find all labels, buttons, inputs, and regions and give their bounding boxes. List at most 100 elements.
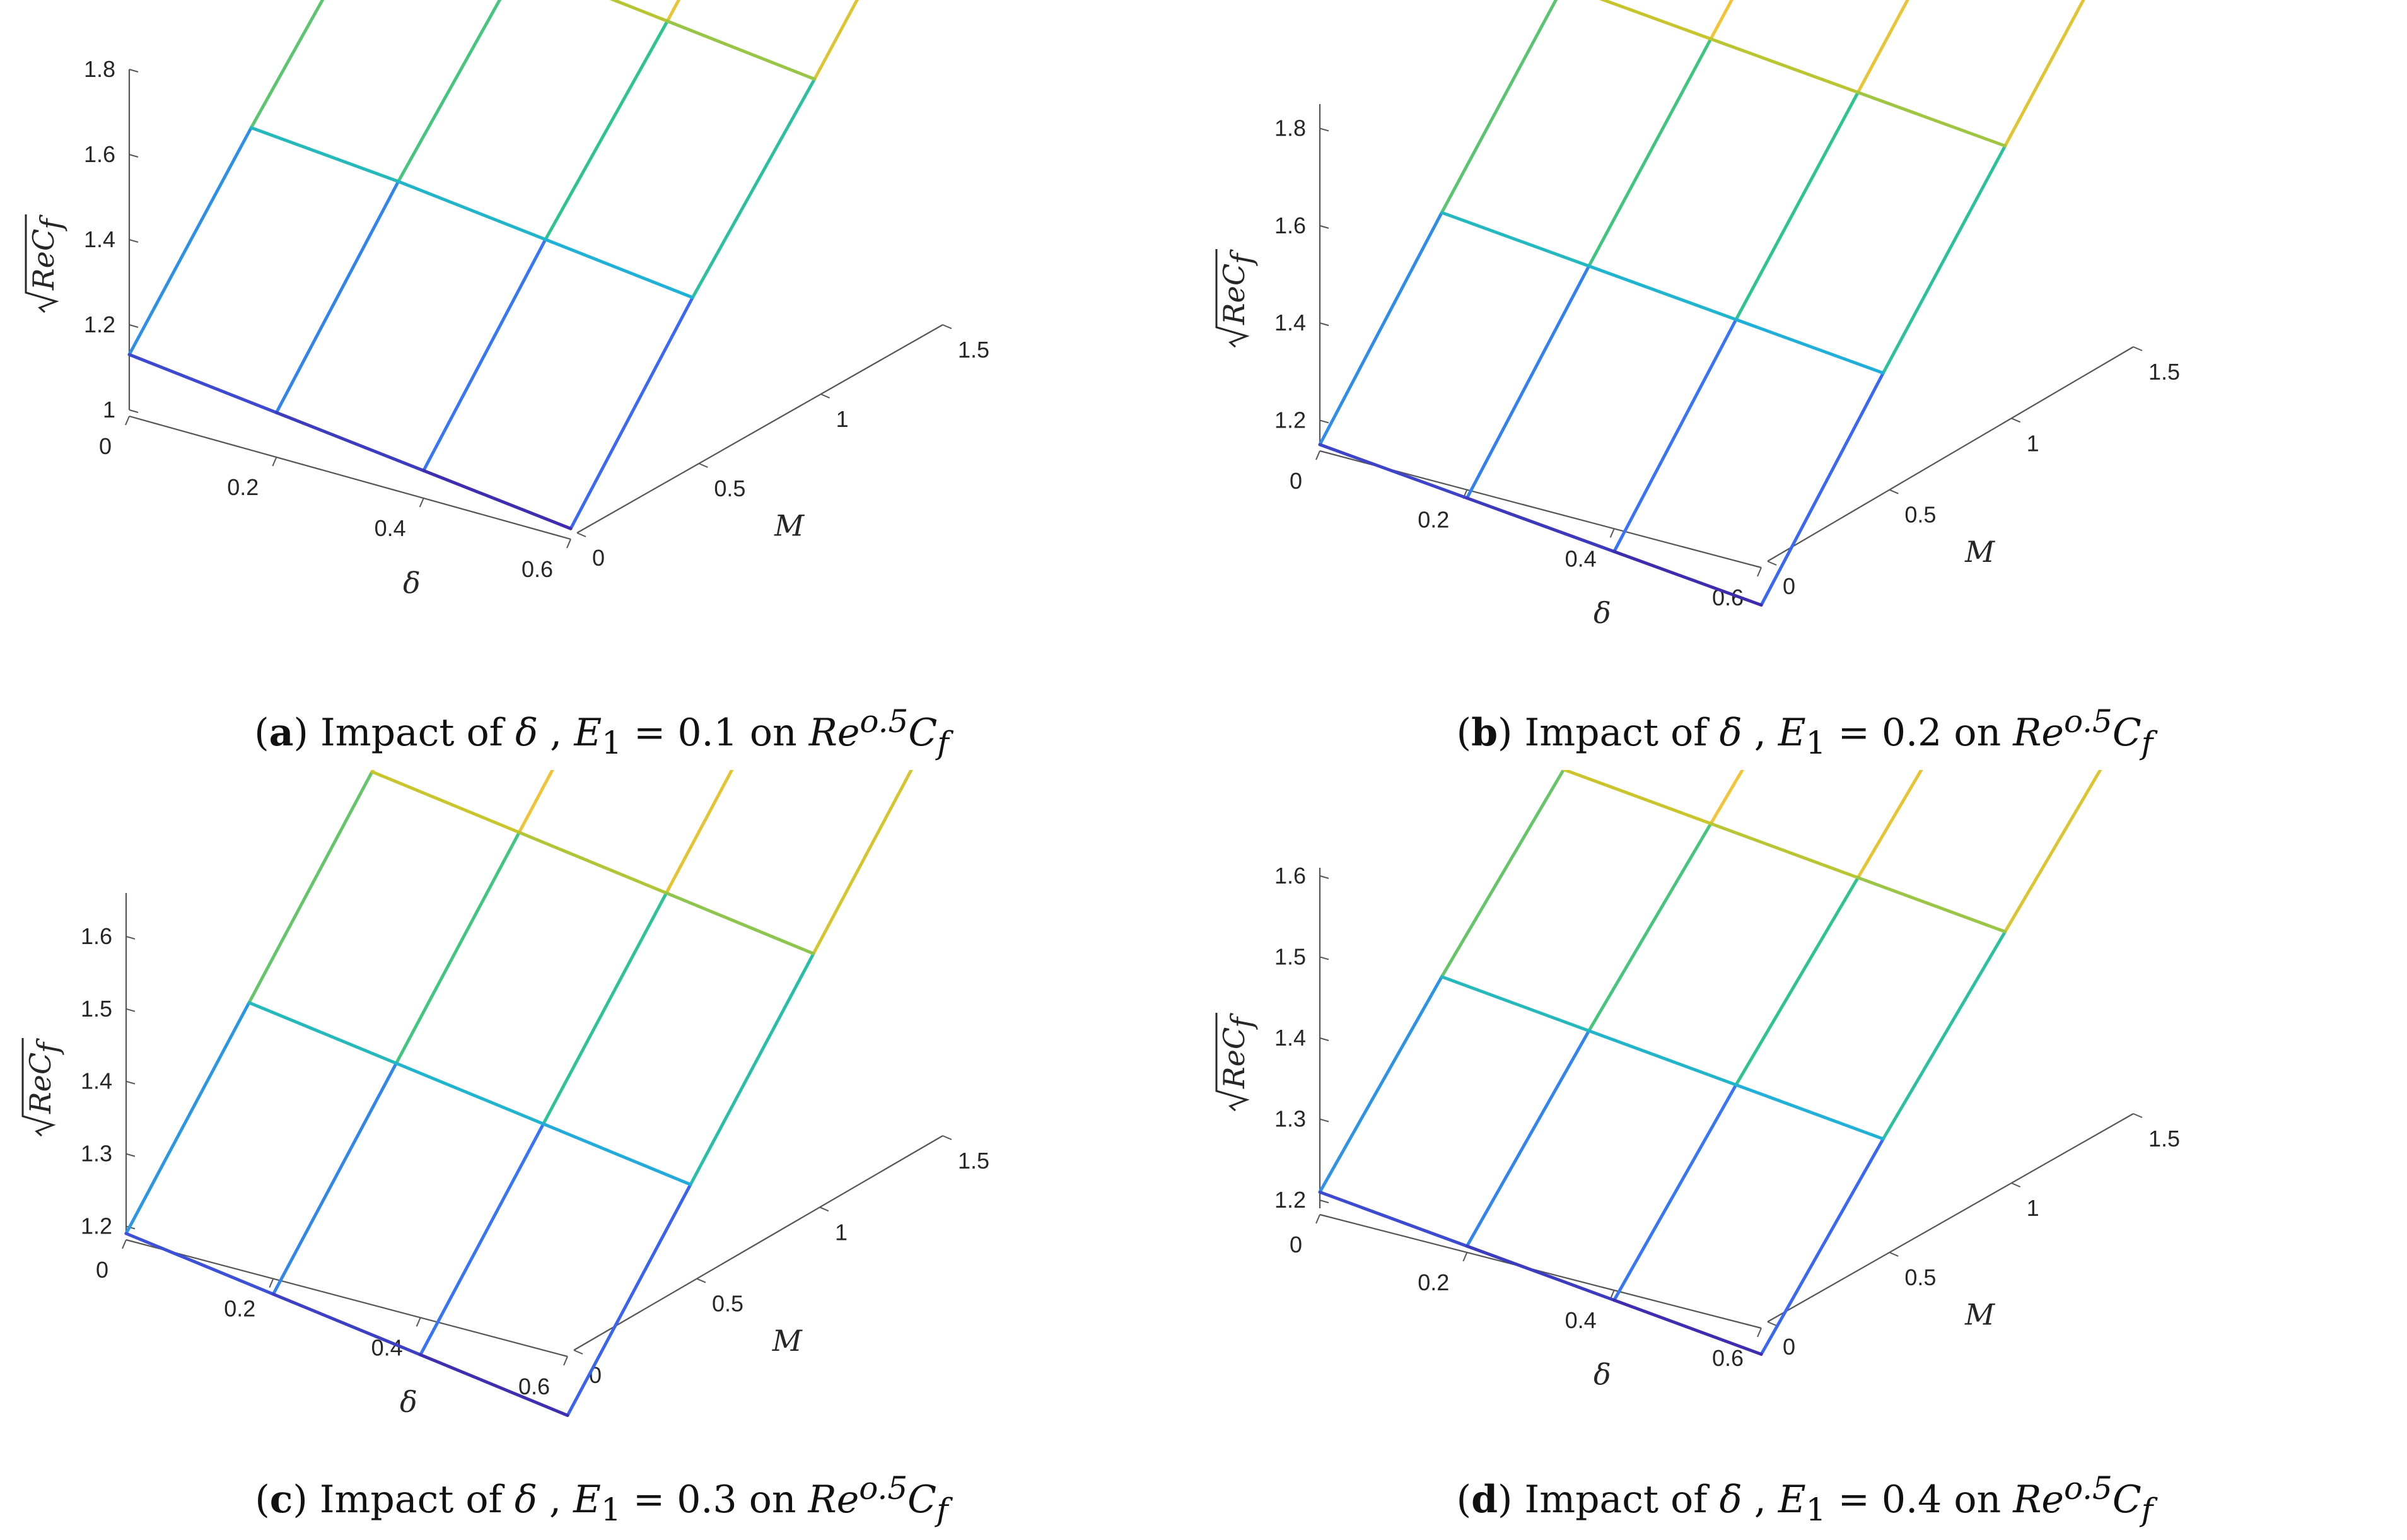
surface-mesh-line (2003, 0, 2085, 148)
m-tick-mark (2011, 1182, 2021, 1187)
surface-mesh-line (1709, 37, 1860, 95)
surface-mesh-line (247, 1001, 398, 1065)
m-tick-mark (573, 1350, 583, 1355)
surface-mesh-line (274, 411, 426, 472)
sqrt-icon (25, 214, 59, 313)
m-tick-label: 0.5 (712, 1291, 743, 1317)
surface-mesh-line (1734, 1083, 1885, 1141)
m-tick-label: 1.5 (2148, 359, 2180, 385)
surface-mesh-line (665, 891, 815, 955)
delta-tick-mark (1757, 567, 1762, 577)
surface-mesh-line (1599, 0, 1713, 41)
surface-mesh-line (542, 1122, 692, 1186)
surface-mesh-line (542, 891, 668, 1126)
z-label-sub: f (31, 1038, 65, 1055)
z-tick-label: 1.2 (1274, 407, 1306, 433)
surface-mesh-line (691, 78, 817, 300)
z-tick-mark (1319, 1118, 1329, 1123)
m-axis-label: M (772, 1324, 803, 1358)
surface-mesh-line (1734, 876, 1860, 1087)
surface-mesh-line (1734, 91, 1860, 322)
m-tick-mark (576, 532, 586, 537)
surface-mesh-line (544, 20, 669, 242)
surface-mesh-line (127, 126, 253, 356)
m-tick-mark (1767, 1321, 1777, 1326)
z-tick-mark (1319, 322, 1329, 327)
sqrt-icon (1215, 1013, 1250, 1112)
z-tick-label: 1.2 (81, 1213, 112, 1239)
surface-mesh-line (422, 238, 547, 472)
delta-tick-mark (122, 1239, 127, 1249)
m-axis-line (1767, 1113, 2134, 1322)
z-label-tail: C (1217, 1027, 1251, 1049)
m-axis-label: M (1964, 535, 1996, 569)
surface-mesh-line (1440, 211, 1591, 268)
z-tick-mark (1319, 127, 1329, 132)
z-label-sqrt-text: Re (1217, 1049, 1251, 1089)
m-axis-line (573, 1135, 943, 1351)
m-tick-mark (942, 324, 952, 329)
z-tick-label: 1.6 (84, 141, 115, 167)
surface-mesh-line (1856, 91, 2007, 148)
surface-mesh-line (1709, 0, 1734, 41)
m-tick-mark (696, 1278, 706, 1283)
z-tick-mark (125, 1008, 136, 1012)
m-tick-label: 1.5 (2148, 1126, 2180, 1152)
delta-axis-line (129, 415, 571, 540)
delta-tick-label: 0.6 (1712, 1345, 1744, 1371)
surface-mesh-line (247, 770, 374, 1005)
surface-mesh-line (517, 831, 668, 895)
delta-tick-mark (272, 457, 277, 467)
z-tick-label: 1.6 (81, 923, 112, 949)
z-tick-mark (125, 935, 136, 940)
surface-mesh-line (249, 126, 400, 184)
surface-mesh-line (1440, 770, 1566, 979)
surface-mesh-line (1612, 1083, 1738, 1302)
surface-mesh-line (812, 770, 913, 955)
surface-mesh-line (1759, 1137, 1885, 1356)
m-tick-label: 1 (2027, 430, 2039, 456)
delta-tick-mark (269, 1278, 274, 1288)
z-tick-mark (1319, 956, 1329, 960)
z-label-sqrt-text: Re (26, 251, 61, 291)
m-tick-label: 0.5 (1904, 1264, 1936, 1290)
z-tick-label: 1.5 (1274, 943, 1306, 969)
surface-mesh-line (1856, 0, 1909, 95)
delta-axis-label: δ (403, 566, 421, 600)
surface-mesh-line (544, 238, 694, 300)
z-tick-mark (125, 1153, 136, 1157)
z-tick-label: 1.2 (1274, 1187, 1306, 1213)
z-tick-mark (129, 154, 139, 158)
m-axis-label: M (774, 509, 805, 543)
surface-mesh-line (517, 770, 554, 834)
m-tick-mark (1889, 1252, 1899, 1257)
z-label-tail: C (1217, 264, 1251, 286)
delta-tick-mark (1462, 1252, 1468, 1262)
delta-tick-label: 0.6 (518, 1374, 550, 1399)
delta-tick-label: 0.4 (371, 1334, 403, 1360)
surface-mesh-line (370, 770, 521, 834)
z-tick-mark (129, 324, 139, 328)
surface-mesh-line (813, 0, 859, 81)
surface-mesh-line (1587, 37, 1713, 268)
m-tick-label: 1.5 (958, 337, 989, 363)
delta-tick-label: 0 (99, 433, 112, 459)
caption-d: (d) Impact of δ , E1 = 0.4 on Reo.5Cf (1456, 1470, 2153, 1528)
surface-mesh-line (1562, 770, 1713, 825)
surface-mesh-line (1318, 443, 1469, 500)
surface-mesh-line (1587, 1029, 1738, 1087)
z-tick-label: 1.8 (84, 56, 115, 82)
surface-mesh-line (124, 1001, 251, 1235)
surface-mesh-line (127, 353, 278, 414)
delta-tick-mark (1609, 528, 1615, 538)
surface-mesh-line (1709, 822, 1860, 880)
delta-tick-label: 0.4 (375, 515, 406, 541)
m-axis-line (576, 324, 943, 534)
surface-mesh-line (2003, 770, 2102, 933)
surface-mesh-line (1612, 318, 1738, 554)
delta-tick-label: 0.4 (1565, 1307, 1597, 1333)
